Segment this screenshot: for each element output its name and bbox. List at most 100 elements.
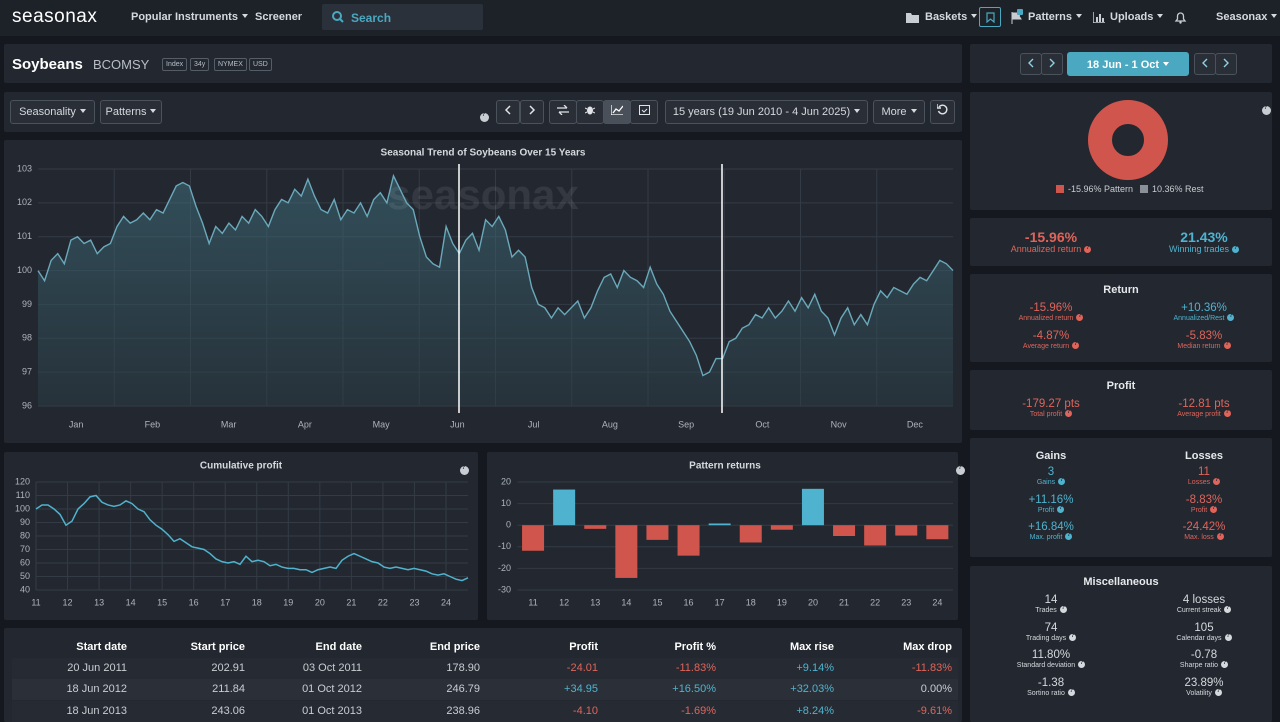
stat-label-text: Average return [1022, 342, 1070, 350]
help-icon[interactable] [1223, 409, 1231, 417]
help-icon[interactable] [1076, 313, 1084, 321]
next-range[interactable] [1041, 53, 1063, 75]
stat-value: 23.89% [1184, 676, 1224, 689]
swap-icon [557, 104, 569, 116]
help-icon[interactable] [1059, 605, 1067, 613]
help-icon[interactable] [1221, 660, 1229, 668]
stat-value: -0.78 [1190, 649, 1218, 661]
help-icon[interactable] [460, 465, 469, 475]
help-icon[interactable] [1065, 409, 1073, 417]
stat-label: Trades [976, 605, 1126, 614]
toolbar: Seasonality Patterns 15 years (19 Jun 20… [4, 92, 962, 132]
tag: NYMEX [214, 58, 247, 71]
help-icon[interactable] [1057, 505, 1065, 513]
stat-value: -15.96% [1024, 229, 1078, 245]
stat-label-text: Standard deviation [1016, 662, 1076, 669]
stat-value: 14 [1044, 594, 1058, 606]
bug-icon [584, 106, 596, 115]
table-cell: +34.95 [564, 683, 598, 696]
help-icon[interactable] [1058, 477, 1066, 485]
table-cell: 03 Oct 2011 [302, 662, 362, 674]
stat-label-text: Trading days [1025, 634, 1067, 642]
stat-value: 74 [1044, 621, 1058, 634]
stat-label-text: Average profit [1177, 411, 1221, 418]
range-bar: 18 Jun - 1 Oct [970, 44, 1272, 83]
help-icon[interactable] [1065, 532, 1073, 540]
stat-label: Annualized return [976, 313, 1126, 322]
help-icon[interactable] [1078, 660, 1086, 668]
chevron [504, 105, 511, 115]
help-icon[interactable] [1072, 341, 1080, 349]
help-icon[interactable] [1214, 688, 1222, 696]
bell-icon[interactable] [1174, 11, 1187, 24]
help-icon[interactable] [1210, 505, 1218, 513]
calendar-button[interactable] [630, 100, 658, 124]
more-dropdown[interactable]: More [873, 100, 925, 124]
prev-range[interactable] [1020, 53, 1042, 75]
table-cell: 01 Oct 2012 [302, 683, 362, 696]
nav-item[interactable]: Patterns [1028, 11, 1082, 23]
stat-label: Max. loss [1129, 532, 1279, 541]
stat-value: +16.84% [1028, 521, 1074, 533]
stat-label: Calendar days [1129, 633, 1279, 642]
stat-value: 21.43% [1180, 229, 1228, 245]
help-icon[interactable] [1069, 633, 1077, 641]
nav-item[interactable]: Screener [255, 11, 303, 23]
stat-value: -4.87% [1032, 329, 1070, 342]
prev-button[interactable] [496, 100, 520, 124]
period-dropdown[interactable]: 15 years (19 Jun 2010 - 4 Jun 2025) [665, 100, 868, 124]
help-icon[interactable] [956, 465, 966, 475]
nav-item[interactable]: Seasonax [1216, 11, 1277, 23]
help-icon[interactable] [1227, 313, 1235, 321]
swap-button[interactable] [549, 100, 577, 124]
stat-label: Trading days [976, 633, 1126, 642]
nav-item[interactable]: Baskets [925, 11, 977, 23]
next-button[interactable] [520, 100, 544, 124]
help-icon[interactable] [1213, 477, 1221, 485]
table-cell: 246.79 [446, 683, 480, 696]
trades-table: Start date 20 Jun 2011 18 Jun 2012 18 Jun 2… [4, 628, 962, 722]
table-cell: 20 Jun 2011 [67, 662, 127, 674]
stat-value: 3 [1047, 466, 1055, 478]
help-icon[interactable] [1232, 245, 1240, 253]
logo[interactable]: seasonax [12, 6, 98, 27]
nav-item[interactable]: Popular Instruments [131, 11, 248, 23]
help-icon[interactable] [1067, 688, 1075, 696]
table-cell: 18 Jun 2013 [66, 704, 127, 717]
next-year[interactable] [1215, 53, 1237, 75]
stat-value: +11.16% [1028, 493, 1074, 506]
top-nav: seasonax Popular Instruments Screener Se… [0, 0, 1280, 36]
stat-label: Gains [976, 477, 1126, 486]
instrument-name: Soybeans [12, 56, 83, 73]
seasonality-dropdown[interactable]: Seasonality [10, 100, 95, 124]
help-icon[interactable] [1262, 105, 1271, 115]
instrument-symbol: BCOMSY [93, 57, 150, 72]
table-cell: +9.14% [796, 662, 834, 674]
legend-entry: -15.96% Pattern [1068, 184, 1134, 194]
help-icon[interactable] [1224, 605, 1232, 613]
search-box[interactable]: Search [322, 4, 483, 30]
help-icon[interactable] [480, 112, 489, 122]
help-icon[interactable] [1224, 633, 1232, 641]
stat-label: Profit [1129, 505, 1279, 514]
legend-swatch [1056, 185, 1064, 193]
column-header: Max rise [789, 641, 834, 653]
nav-item[interactable]: Uploads [1110, 11, 1163, 23]
reset-button[interactable] [930, 100, 955, 124]
stat-value: -1.38 [1037, 676, 1065, 689]
range-button[interactable]: 18 Jun - 1 Oct [1067, 52, 1189, 76]
help-icon[interactable] [1223, 341, 1231, 349]
help-icon[interactable] [1216, 532, 1224, 540]
prev-year[interactable] [1194, 53, 1216, 75]
patterns-dropdown[interactable]: Patterns [100, 100, 162, 124]
line-chart-button[interactable] [603, 100, 631, 124]
stats-panel: Return -15.96%Annualized return +10.36%Ann… [970, 274, 1272, 362]
reset-icon [936, 104, 948, 115]
bookmark-button[interactable] [979, 7, 1001, 27]
section-title: Miscellaneous [1083, 576, 1159, 588]
help-icon[interactable] [1084, 245, 1092, 253]
stat-label: Current streak [1129, 605, 1279, 614]
legend-entry: 10.36% Rest [1152, 184, 1204, 194]
stat-label-text: Total profit [1029, 411, 1063, 418]
bug-button[interactable] [576, 100, 604, 124]
